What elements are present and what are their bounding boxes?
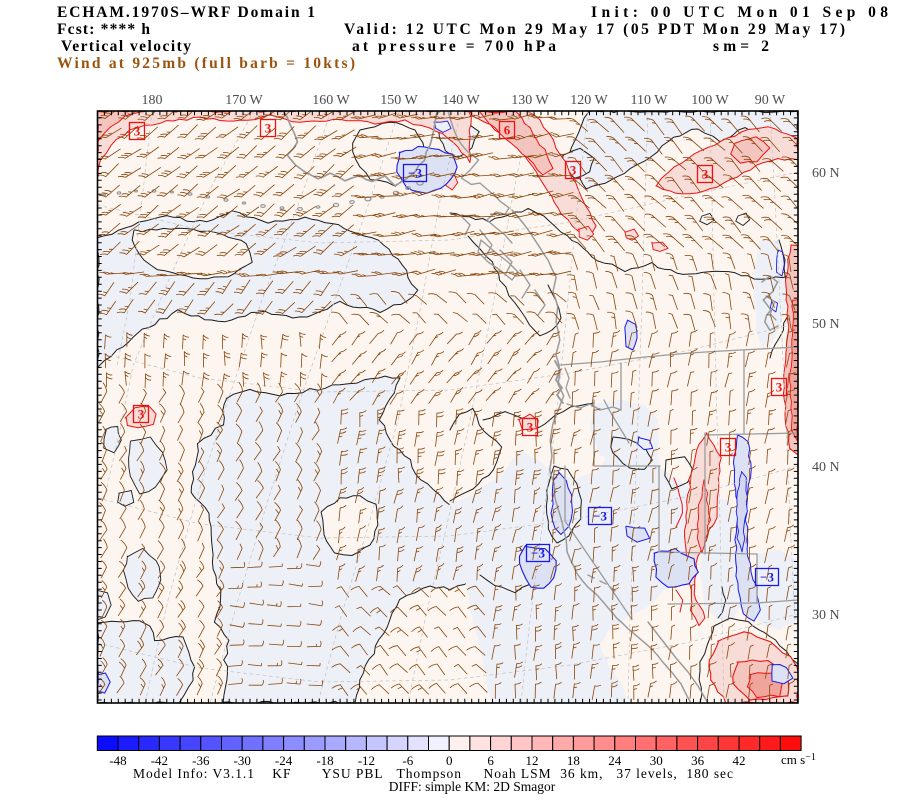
- svg-text:6: 6: [487, 753, 494, 768]
- svg-text:3: 3: [702, 167, 709, 182]
- svg-text:−3: −3: [408, 166, 422, 181]
- svg-text:18: 18: [567, 753, 580, 768]
- svg-text:-30: -30: [234, 753, 251, 768]
- svg-text:3: 3: [134, 124, 141, 139]
- svg-text:3: 3: [138, 407, 145, 422]
- svg-text:12: 12: [526, 753, 539, 768]
- svg-text:150 W: 150 W: [380, 93, 418, 108]
- svg-text:ECHAM.1970S–WRF Domain 1: ECHAM.1970S–WRF Domain 1: [57, 4, 315, 21]
- svg-text:36: 36: [691, 753, 705, 768]
- svg-text:60 N: 60 N: [812, 166, 840, 181]
- svg-text:−3: −3: [531, 546, 545, 561]
- svg-text:90 W: 90 W: [755, 93, 786, 108]
- svg-text:Fcst: **** h: Fcst: **** h: [57, 21, 150, 38]
- svg-text:at pressure = 700 hPa: at pressure = 700 hPa: [352, 38, 556, 55]
- svg-text:180: 180: [142, 93, 163, 108]
- svg-text:42: 42: [733, 753, 746, 768]
- svg-text:-42: -42: [151, 753, 168, 768]
- svg-text:120 W: 120 W: [570, 93, 608, 108]
- svg-text:170 W: 170 W: [225, 93, 263, 108]
- svg-text:0: 0: [446, 753, 453, 768]
- svg-text:-18: -18: [316, 753, 333, 768]
- svg-text:3: 3: [776, 380, 783, 395]
- svg-text:-24: -24: [275, 753, 293, 768]
- svg-text:−3: −3: [760, 570, 774, 585]
- svg-text:24: 24: [608, 753, 622, 768]
- svg-text:3: 3: [265, 121, 272, 136]
- svg-text:110 W: 110 W: [631, 93, 669, 108]
- svg-text:3: 3: [570, 163, 577, 178]
- svg-text:6: 6: [504, 123, 511, 138]
- svg-text:160 W: 160 W: [312, 93, 350, 108]
- svg-text:-6: -6: [402, 753, 413, 768]
- svg-text:Init: 00 UTC Mon 01 Sep 08: Init: 00 UTC Mon 01 Sep 08: [591, 4, 888, 21]
- svg-text:100 W: 100 W: [691, 93, 729, 108]
- svg-text:3: 3: [527, 420, 534, 435]
- svg-text:3: 3: [725, 440, 732, 455]
- svg-text:50 N: 50 N: [812, 317, 840, 332]
- svg-text:-36: -36: [192, 753, 210, 768]
- svg-text:Wind at 925mb (full barb = 10k: Wind at 925mb (full barb = 10kts): [57, 55, 355, 72]
- svg-text:sm= 2: sm= 2: [713, 38, 769, 55]
- svg-text:30: 30: [650, 753, 663, 768]
- svg-text:-12: -12: [358, 753, 375, 768]
- svg-text:30 N: 30 N: [812, 608, 840, 623]
- svg-text:Vertical velocity: Vertical velocity: [61, 38, 191, 55]
- svg-text:Model Info: V3.1.1 KF: Model Info: V3.1.1 KF YSU PBL Thompson N…: [133, 766, 733, 781]
- svg-text:DIFF: simple KM: 2D Smagor: DIFF: simple KM: 2D Smagor: [389, 779, 556, 794]
- svg-text:140 W: 140 W: [442, 93, 480, 108]
- svg-text:-48: -48: [109, 753, 126, 768]
- svg-text:40 N: 40 N: [812, 460, 840, 475]
- svg-text:−3: −3: [593, 509, 607, 524]
- svg-text:130 W: 130 W: [511, 93, 549, 108]
